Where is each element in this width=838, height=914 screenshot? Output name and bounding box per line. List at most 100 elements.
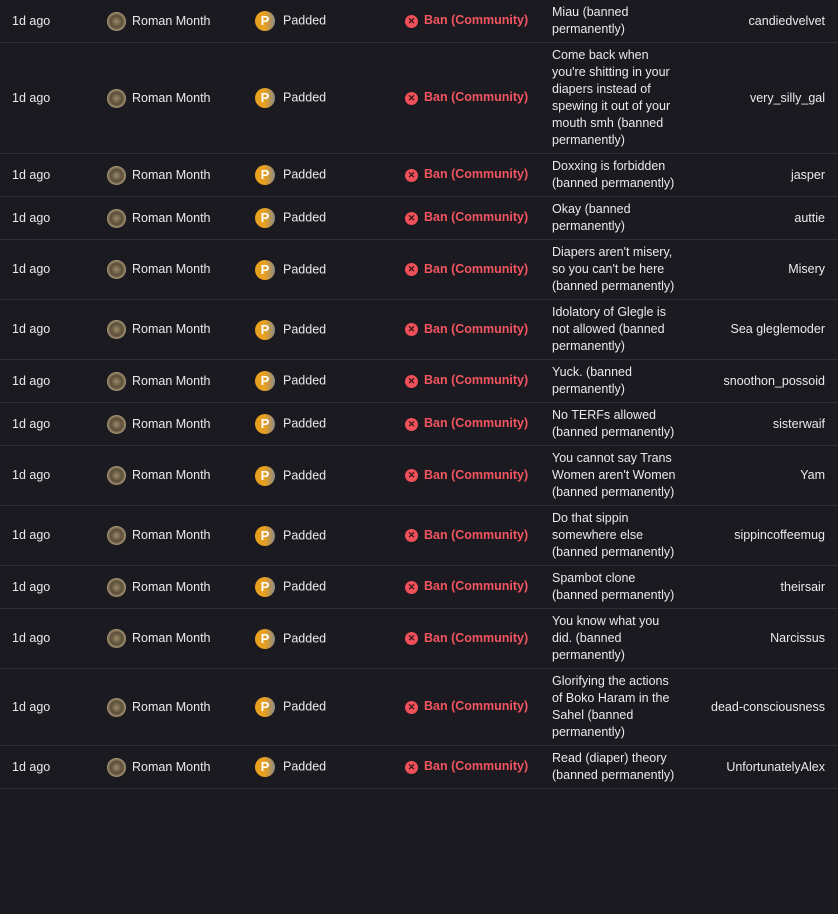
user-cell[interactable]: Sea gleglemoder bbox=[698, 300, 838, 360]
moderator-name[interactable]: Roman Month bbox=[132, 373, 211, 388]
banned-user[interactable]: Misery bbox=[788, 262, 825, 276]
avatar bbox=[107, 165, 126, 185]
community-cell[interactable]: P Padded bbox=[255, 0, 405, 43]
community-cell[interactable]: P Padded bbox=[255, 446, 405, 506]
community-cell[interactable]: P Padded bbox=[255, 154, 405, 197]
moderator-cell[interactable]: Roman Month bbox=[107, 506, 255, 566]
community-name[interactable]: Padded bbox=[283, 210, 327, 225]
moderator-name[interactable]: Roman Month bbox=[132, 167, 211, 182]
user-cell[interactable]: candiedvelvet bbox=[698, 0, 838, 43]
user-cell[interactable]: jasper bbox=[698, 154, 838, 197]
action-label: Ban (Community) bbox=[424, 631, 529, 646]
moderator-name[interactable]: Roman Month bbox=[132, 13, 211, 28]
community-name[interactable]: Padded bbox=[283, 167, 327, 182]
moderator-cell[interactable]: Roman Month bbox=[107, 746, 255, 789]
moderator-cell[interactable]: Roman Month bbox=[107, 360, 255, 403]
user-cell[interactable]: sippincoffeemug bbox=[698, 506, 838, 566]
moderator-name[interactable]: Roman Month bbox=[132, 210, 211, 225]
community-cell[interactable]: P Padded bbox=[255, 746, 405, 789]
community-name[interactable]: Padded bbox=[283, 262, 327, 276]
user-cell[interactable]: Yam bbox=[698, 446, 838, 506]
community-cell[interactable]: P Padded bbox=[255, 360, 405, 403]
banned-user[interactable]: snoothon_possoid bbox=[723, 373, 825, 388]
banned-user[interactable]: jasper bbox=[790, 167, 825, 182]
community-cell[interactable]: P Padded bbox=[255, 43, 405, 154]
action-label: Ban (Community) bbox=[424, 759, 529, 774]
moderator-name[interactable]: Roman Month bbox=[132, 699, 211, 714]
user-cell[interactable]: Narcissus bbox=[698, 609, 838, 669]
moderator-cell[interactable]: Roman Month bbox=[107, 446, 255, 506]
user-cell[interactable]: Misery bbox=[698, 240, 838, 300]
community-name[interactable]: Padded bbox=[283, 468, 327, 482]
moderator-name[interactable]: Roman Month bbox=[132, 579, 211, 594]
community-cell[interactable]: P Padded bbox=[255, 566, 405, 609]
community-cell[interactable]: P Padded bbox=[255, 609, 405, 669]
timestamp: 1d ago bbox=[12, 13, 51, 28]
community-name[interactable]: Padded bbox=[283, 416, 327, 431]
community-name[interactable]: Padded bbox=[283, 373, 327, 388]
banned-user[interactable]: sisterwaif bbox=[772, 416, 825, 431]
banned-user[interactable]: theirsair bbox=[780, 579, 825, 594]
moderator-cell[interactable]: Roman Month bbox=[107, 403, 255, 446]
community-name[interactable]: Padded bbox=[283, 90, 327, 105]
moderator-name[interactable]: Roman Month bbox=[132, 759, 211, 774]
moderator-cell[interactable]: Roman Month bbox=[107, 669, 255, 746]
community-name[interactable]: Padded bbox=[283, 631, 327, 645]
user-cell[interactable]: dead-consciousness bbox=[698, 669, 838, 746]
action-label: Ban (Community) bbox=[424, 373, 529, 388]
time-cell: 1d ago bbox=[0, 154, 107, 197]
community-cell[interactable]: P Padded bbox=[255, 240, 405, 300]
moderator-name[interactable]: Roman Month bbox=[132, 90, 211, 105]
reason: Diapers aren't misery, so you can't be h… bbox=[552, 245, 675, 293]
moderator-name[interactable]: Roman Month bbox=[132, 528, 211, 542]
community-cell[interactable]: P Padded bbox=[255, 300, 405, 360]
banned-user[interactable]: auttie bbox=[794, 210, 825, 225]
moderator-cell[interactable]: Roman Month bbox=[107, 609, 255, 669]
moderator-cell[interactable]: Roman Month bbox=[107, 240, 255, 300]
moderator-name[interactable]: Roman Month bbox=[132, 322, 211, 336]
avatar bbox=[107, 466, 126, 485]
banned-user[interactable]: UnfortunatelyAlex bbox=[726, 759, 825, 774]
community-name[interactable]: Padded bbox=[283, 528, 327, 542]
ban-icon: ✕ bbox=[405, 580, 418, 594]
banned-user[interactable]: candiedvelvet bbox=[748, 13, 825, 28]
moderator-cell[interactable]: Roman Month bbox=[107, 566, 255, 609]
time-cell: 1d ago bbox=[0, 566, 107, 609]
banned-user[interactable]: dead-consciousness bbox=[711, 699, 825, 714]
user-cell[interactable]: theirsair bbox=[698, 566, 838, 609]
table-row: 1d ago Roman Month P Padded ✕ Ban (Communi… bbox=[0, 197, 838, 240]
user-cell[interactable]: snoothon_possoid bbox=[698, 360, 838, 403]
moderator-cell[interactable]: Roman Month bbox=[107, 43, 255, 154]
community-name[interactable]: Padded bbox=[283, 699, 327, 714]
community-name[interactable]: Padded bbox=[283, 13, 327, 28]
moderator-cell[interactable]: Roman Month bbox=[107, 300, 255, 360]
time-cell: 1d ago bbox=[0, 0, 107, 43]
moderator-cell[interactable]: Roman Month bbox=[107, 0, 255, 43]
user-cell[interactable]: auttie bbox=[698, 197, 838, 240]
time-cell: 1d ago bbox=[0, 300, 107, 360]
user-cell[interactable]: sisterwaif bbox=[698, 403, 838, 446]
reason: Come back when you're shitting in your d… bbox=[552, 48, 671, 147]
banned-user[interactable]: Sea gleglemoder bbox=[730, 322, 825, 336]
moderator-name[interactable]: Roman Month bbox=[132, 416, 211, 431]
moderator-name[interactable]: Roman Month bbox=[132, 631, 211, 645]
community-cell[interactable]: P Padded bbox=[255, 669, 405, 746]
community-name[interactable]: Padded bbox=[283, 322, 327, 336]
action-label: Ban (Community) bbox=[424, 699, 529, 714]
user-cell[interactable]: UnfortunatelyAlex bbox=[698, 746, 838, 789]
community-name[interactable]: Padded bbox=[283, 579, 327, 594]
moderator-cell[interactable]: Roman Month bbox=[107, 154, 255, 197]
moderator-cell[interactable]: Roman Month bbox=[107, 197, 255, 240]
moderator-name[interactable]: Roman Month bbox=[132, 262, 211, 276]
community-name[interactable]: Padded bbox=[283, 759, 327, 774]
community-cell[interactable]: P Padded bbox=[255, 197, 405, 240]
moderator-name[interactable]: Roman Month bbox=[132, 468, 211, 482]
community-cell[interactable]: P Padded bbox=[255, 403, 405, 446]
banned-user[interactable]: sippincoffeemug bbox=[734, 528, 825, 542]
banned-user[interactable]: Narcissus bbox=[770, 631, 825, 645]
table-row: 1d ago Roman Month P Padded ✕ Ban (Communi… bbox=[0, 746, 838, 789]
banned-user[interactable]: very_silly_gal bbox=[749, 90, 825, 105]
banned-user[interactable]: Yam bbox=[800, 468, 825, 482]
community-cell[interactable]: P Padded bbox=[255, 506, 405, 566]
user-cell[interactable]: very_silly_gal bbox=[698, 43, 838, 154]
